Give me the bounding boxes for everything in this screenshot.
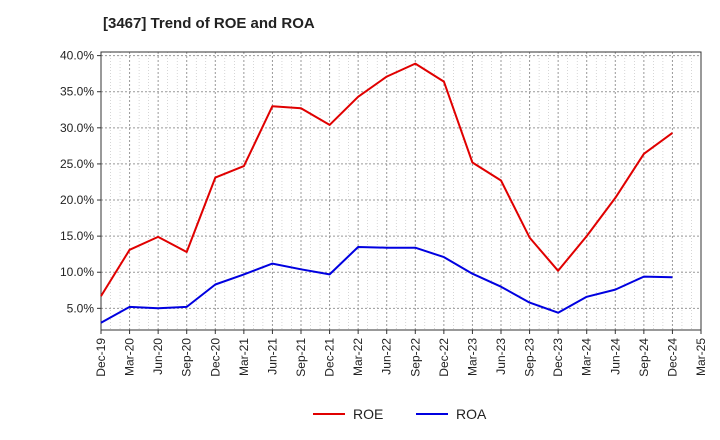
- x-tick-label: Dec-22: [437, 338, 451, 377]
- y-tick-label: 15.0%: [60, 229, 94, 243]
- x-tick-label: Sep-24: [637, 338, 651, 377]
- x-tick-label: Jun-23: [494, 338, 508, 375]
- plot-area: [101, 52, 701, 330]
- series-line-roa: [100, 246, 673, 324]
- y-tick-label: 25.0%: [60, 157, 94, 171]
- x-tick-label: Sep-21: [294, 338, 308, 377]
- x-tick-label: Mar-24: [580, 338, 594, 376]
- x-tick-label: Jun-22: [380, 338, 394, 375]
- y-tick-label: 30.0%: [60, 121, 94, 135]
- x-tick-label: Jun-20: [151, 338, 165, 375]
- y-tick-label: 35.0%: [60, 85, 94, 99]
- x-tick-label: Sep-20: [180, 338, 194, 377]
- x-tick-label: Mar-25: [694, 338, 708, 376]
- x-tick-label: Mar-21: [237, 338, 251, 376]
- plot-frame: [100, 51, 702, 331]
- y-tick-label: 10.0%: [60, 265, 94, 279]
- x-tick-label: Dec-19: [94, 338, 108, 377]
- legend-label-roe: ROE: [353, 406, 383, 422]
- series-line-roe: [100, 62, 673, 297]
- x-tick-label: Jun-21: [265, 338, 279, 375]
- y-tick-label: 40.0%: [60, 49, 94, 63]
- x-tick-label: Mar-23: [465, 338, 479, 376]
- legend-label-roa: ROA: [456, 406, 487, 422]
- x-tick-label: Dec-21: [323, 338, 337, 377]
- x-tick-label: Jun-24: [608, 338, 622, 375]
- x-tick-label: Mar-22: [351, 338, 365, 376]
- x-tick-label: Sep-22: [408, 338, 422, 377]
- x-tick-label: Dec-24: [665, 338, 679, 377]
- x-tick-label: Sep-23: [523, 338, 537, 377]
- chart-title: [3467] Trend of ROE and ROA: [103, 15, 315, 32]
- x-tick-label: Dec-20: [208, 338, 222, 377]
- x-tick-label: Dec-23: [551, 338, 565, 377]
- x-tick-label: Mar-20: [123, 338, 137, 376]
- y-tick-label: 5.0%: [67, 301, 95, 315]
- y-tick-label: 20.0%: [60, 193, 94, 207]
